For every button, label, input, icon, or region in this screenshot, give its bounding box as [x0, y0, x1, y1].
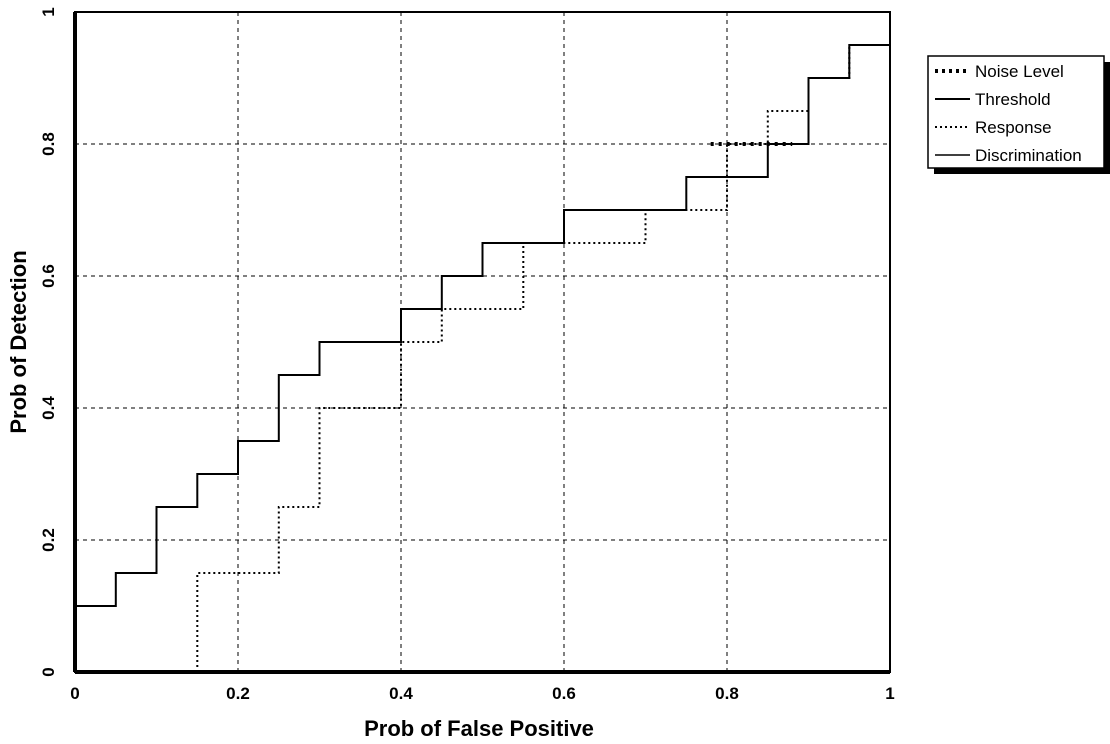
x-tick-label: 0.4: [389, 684, 413, 703]
tick-labels: 0 0.2 0.4 0.6 0.8 1 0 0.2 0.4 0.6 0.8 1: [39, 7, 895, 703]
x-tick-label: 0.2: [226, 684, 250, 703]
plot-area: [75, 12, 890, 672]
legend: Noise Level Threshold Response Discriminati…: [927, 55, 1110, 174]
series-threshold: [75, 44, 890, 607]
legend-label-discrimination: Discrimination: [975, 146, 1082, 165]
x-tick-label: 0.6: [552, 684, 576, 703]
y-tick-label: 0.4: [39, 396, 58, 420]
y-tick-label: 0.6: [39, 264, 58, 288]
y-tick-label: 1: [39, 7, 58, 16]
x-axis-title: Prob of False Positive: [364, 716, 594, 741]
y-tick-label: 0: [39, 667, 58, 676]
legend-label-threshold: Threshold: [975, 90, 1051, 109]
y-tick-label: 0.2: [39, 528, 58, 552]
x-tick-label: 0: [70, 684, 79, 703]
legend-box: [927, 55, 1105, 169]
y-tick-label: 0.8: [39, 132, 58, 156]
legend-label-noise-level: Noise Level: [975, 62, 1064, 81]
y-axis-title: Prob of Detection: [6, 250, 31, 433]
series-layer: [75, 12, 891, 672]
x-tick-label: 0.8: [715, 684, 739, 703]
x-tick-label: 1: [885, 684, 894, 703]
legend-label-response: Response: [975, 118, 1052, 137]
